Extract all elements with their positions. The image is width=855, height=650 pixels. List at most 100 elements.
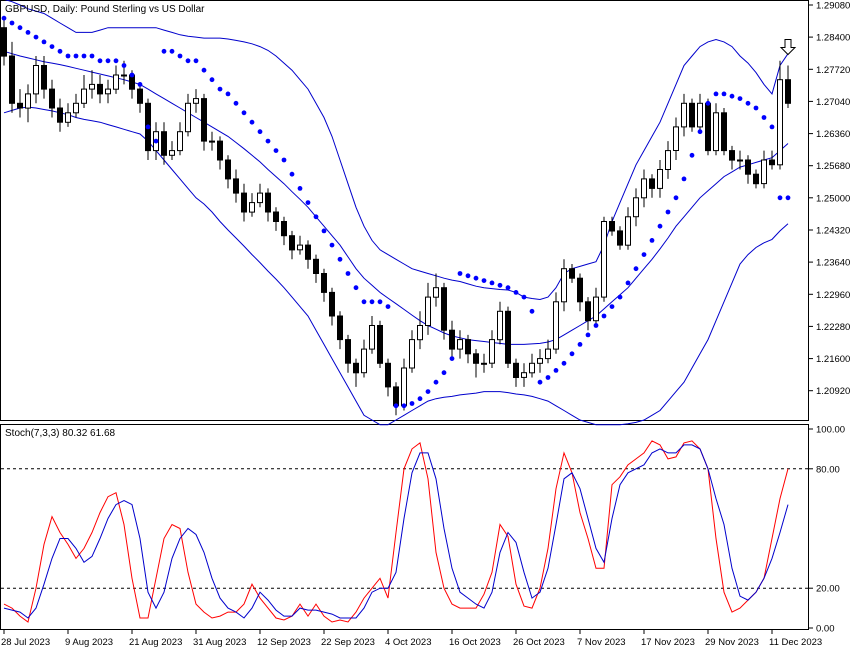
sar-dot xyxy=(657,223,663,229)
sar-dot xyxy=(201,67,207,73)
sar-dot xyxy=(65,53,71,59)
price-tick-label: 1.27720 xyxy=(816,65,850,76)
sar-dot xyxy=(137,82,143,87)
stoch-tick-label: 0.00 xyxy=(816,624,835,635)
candle xyxy=(761,150,767,189)
candle-body xyxy=(105,88,111,95)
candle xyxy=(369,316,375,354)
candle xyxy=(737,150,743,170)
sar-dot xyxy=(169,48,175,54)
candle xyxy=(321,268,327,302)
candle-body xyxy=(753,173,759,185)
price-tick-label: 1.29080 xyxy=(816,1,850,12)
candle xyxy=(457,330,463,359)
candle xyxy=(441,282,447,340)
candle-body xyxy=(457,339,463,350)
candle xyxy=(777,60,783,170)
stoch-axis: 100.00 80.00 20.00 0.00 xyxy=(808,425,845,635)
candle xyxy=(513,358,519,387)
sar-dot xyxy=(593,323,599,328)
candle-body xyxy=(345,339,351,364)
candle xyxy=(105,79,111,104)
sar-dot xyxy=(361,299,367,305)
sar-dot xyxy=(25,30,31,35)
sar-dot xyxy=(633,266,639,272)
candle xyxy=(377,320,383,368)
candles xyxy=(1,18,791,416)
sar-dot xyxy=(417,396,423,402)
candle xyxy=(641,169,647,208)
candle xyxy=(689,98,695,132)
candle-body xyxy=(601,221,607,298)
candle-body xyxy=(377,325,383,364)
candle xyxy=(713,103,719,156)
candle-body xyxy=(665,150,671,171)
sar-dot xyxy=(33,34,39,40)
sar-dot xyxy=(609,304,615,309)
time-tick-label: 11 Dec 2023 xyxy=(769,637,822,648)
sar-dot xyxy=(377,299,383,305)
stoch-panel[interactable] xyxy=(0,424,809,630)
sar-dot xyxy=(433,379,439,385)
sar-dot xyxy=(89,53,95,59)
candle xyxy=(769,150,775,170)
sar-dot xyxy=(753,105,759,111)
price-tick-label: 1.23640 xyxy=(816,258,850,269)
candle xyxy=(657,160,663,198)
sar-dot xyxy=(481,278,487,283)
candle xyxy=(593,287,599,326)
candle xyxy=(609,216,615,236)
stoch-main-line xyxy=(3,444,789,619)
sar-dot xyxy=(81,53,87,59)
main-title: GBPUSD, Daily: Pound Sterling vs US Doll… xyxy=(5,4,205,15)
time-tick-label: 29 Nov 2023 xyxy=(705,637,759,648)
sar-dot xyxy=(569,351,575,357)
time-tick-label: 28 Jul 2023 xyxy=(1,637,50,648)
time-axis: 28 Jul 2023 9 Aug 2023 21 Aug 2023 31 Aug 2… xyxy=(1,629,822,648)
time-tick-label: 7 Nov 2023 xyxy=(577,637,626,648)
candle-body xyxy=(257,192,263,204)
sar-dot xyxy=(233,100,239,106)
candle-body xyxy=(489,339,495,364)
sar-dot xyxy=(785,195,791,201)
candle-body xyxy=(625,216,631,246)
sar-dot xyxy=(697,129,703,135)
sar-dot xyxy=(681,176,687,182)
candle-body xyxy=(505,310,511,364)
candle xyxy=(65,103,71,127)
main-panel[interactable] xyxy=(0,0,809,421)
candle xyxy=(561,259,567,312)
stoch-tick-label: 20.00 xyxy=(816,584,840,595)
candle-body xyxy=(297,244,303,251)
sar-dot xyxy=(273,148,279,154)
sar-dot xyxy=(249,119,255,125)
candle-body xyxy=(569,268,575,279)
sar-dot xyxy=(289,171,295,177)
price-tick-label: 1.27040 xyxy=(816,97,850,108)
candle xyxy=(673,117,679,160)
sar-dot xyxy=(673,195,679,201)
candle xyxy=(625,207,631,250)
candle-body xyxy=(737,159,743,162)
candle-body xyxy=(777,79,783,166)
candle-body xyxy=(521,372,527,378)
candle xyxy=(281,216,287,246)
candle xyxy=(289,230,295,260)
bollinger-upper-line xyxy=(4,0,789,301)
sell-arrow-icon xyxy=(779,39,797,56)
sar-dot xyxy=(113,58,119,64)
candle-body xyxy=(265,192,271,213)
sar-dot xyxy=(345,271,351,276)
candle-body xyxy=(49,88,55,109)
candle-body xyxy=(593,296,599,322)
candle xyxy=(137,84,143,113)
price-tick-label: 1.25000 xyxy=(816,193,850,204)
candle xyxy=(41,56,47,99)
candle-body xyxy=(689,102,695,128)
sar-dot xyxy=(265,138,271,144)
candle xyxy=(753,169,759,189)
candle xyxy=(233,169,239,203)
candle xyxy=(33,56,39,104)
candle-body xyxy=(553,301,559,350)
